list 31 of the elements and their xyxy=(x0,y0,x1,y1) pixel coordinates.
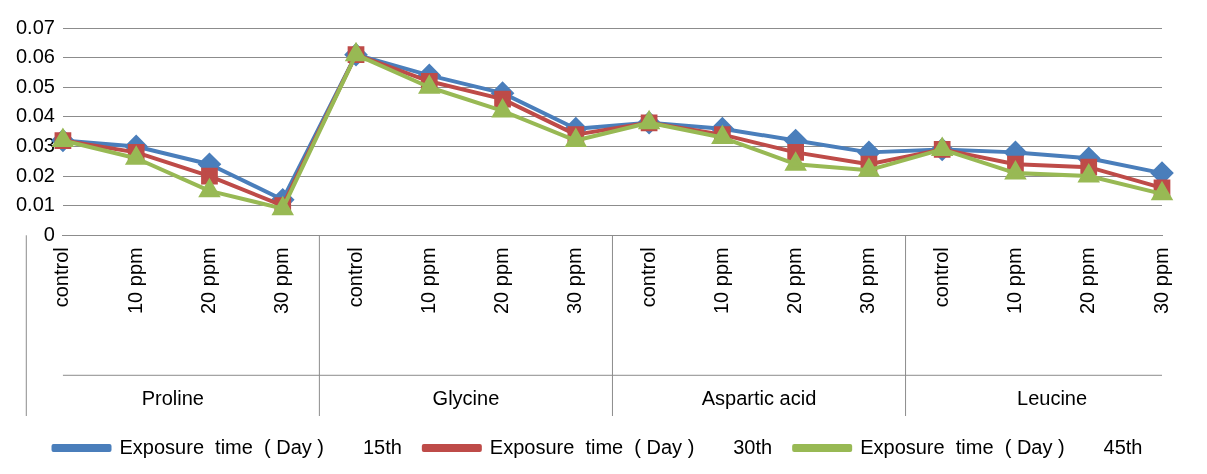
x-tick-label: 10 ppm xyxy=(416,247,439,315)
x-tick-label: 10 ppm xyxy=(1002,247,1025,315)
x-tick-label: 20 ppm xyxy=(196,247,219,315)
y-tick-label: 0.07 xyxy=(15,15,55,38)
text: Glycine xyxy=(432,386,500,409)
y-tick-label: 0.02 xyxy=(15,163,55,186)
x-tick-label: control xyxy=(636,247,659,308)
x-tick-label: control xyxy=(929,247,952,308)
x-tick-label: 30 ppm xyxy=(270,247,293,315)
y-tick-label: 0.05 xyxy=(15,74,55,97)
x-tick-label: 20 ppm xyxy=(783,247,806,315)
text: Leucine xyxy=(1017,386,1088,409)
x-tick-label: control xyxy=(343,247,366,308)
x-tick-label: control xyxy=(50,247,73,308)
legend-label: Exposure time ( Day ) 15th xyxy=(119,435,402,458)
text: Proline xyxy=(141,386,204,409)
x-tick-label: 10 ppm xyxy=(709,247,732,315)
y-tick-label: 0.03 xyxy=(15,133,55,156)
y-tick-label: 0 xyxy=(43,222,55,245)
x-tick-label: 20 ppm xyxy=(490,247,513,315)
x-tick-label: 10 ppm xyxy=(123,247,146,315)
text: Aspartic acid xyxy=(701,386,817,409)
x-tick-label: 20 ppm xyxy=(1076,247,1099,315)
x-tick-label: 30 ppm xyxy=(563,247,586,315)
legend-label: Exposure time ( Day ) 30th xyxy=(489,435,773,458)
legend-label: Exposure time ( Day ) 45th xyxy=(860,435,1143,458)
y-tick-label: 0.06 xyxy=(15,45,55,68)
x-tick-label: 30 ppm xyxy=(1149,247,1172,315)
y-tick-label: 0.04 xyxy=(15,104,55,127)
x-tick-label: 30 ppm xyxy=(856,247,879,315)
y-tick-label: 0.01 xyxy=(15,193,55,216)
